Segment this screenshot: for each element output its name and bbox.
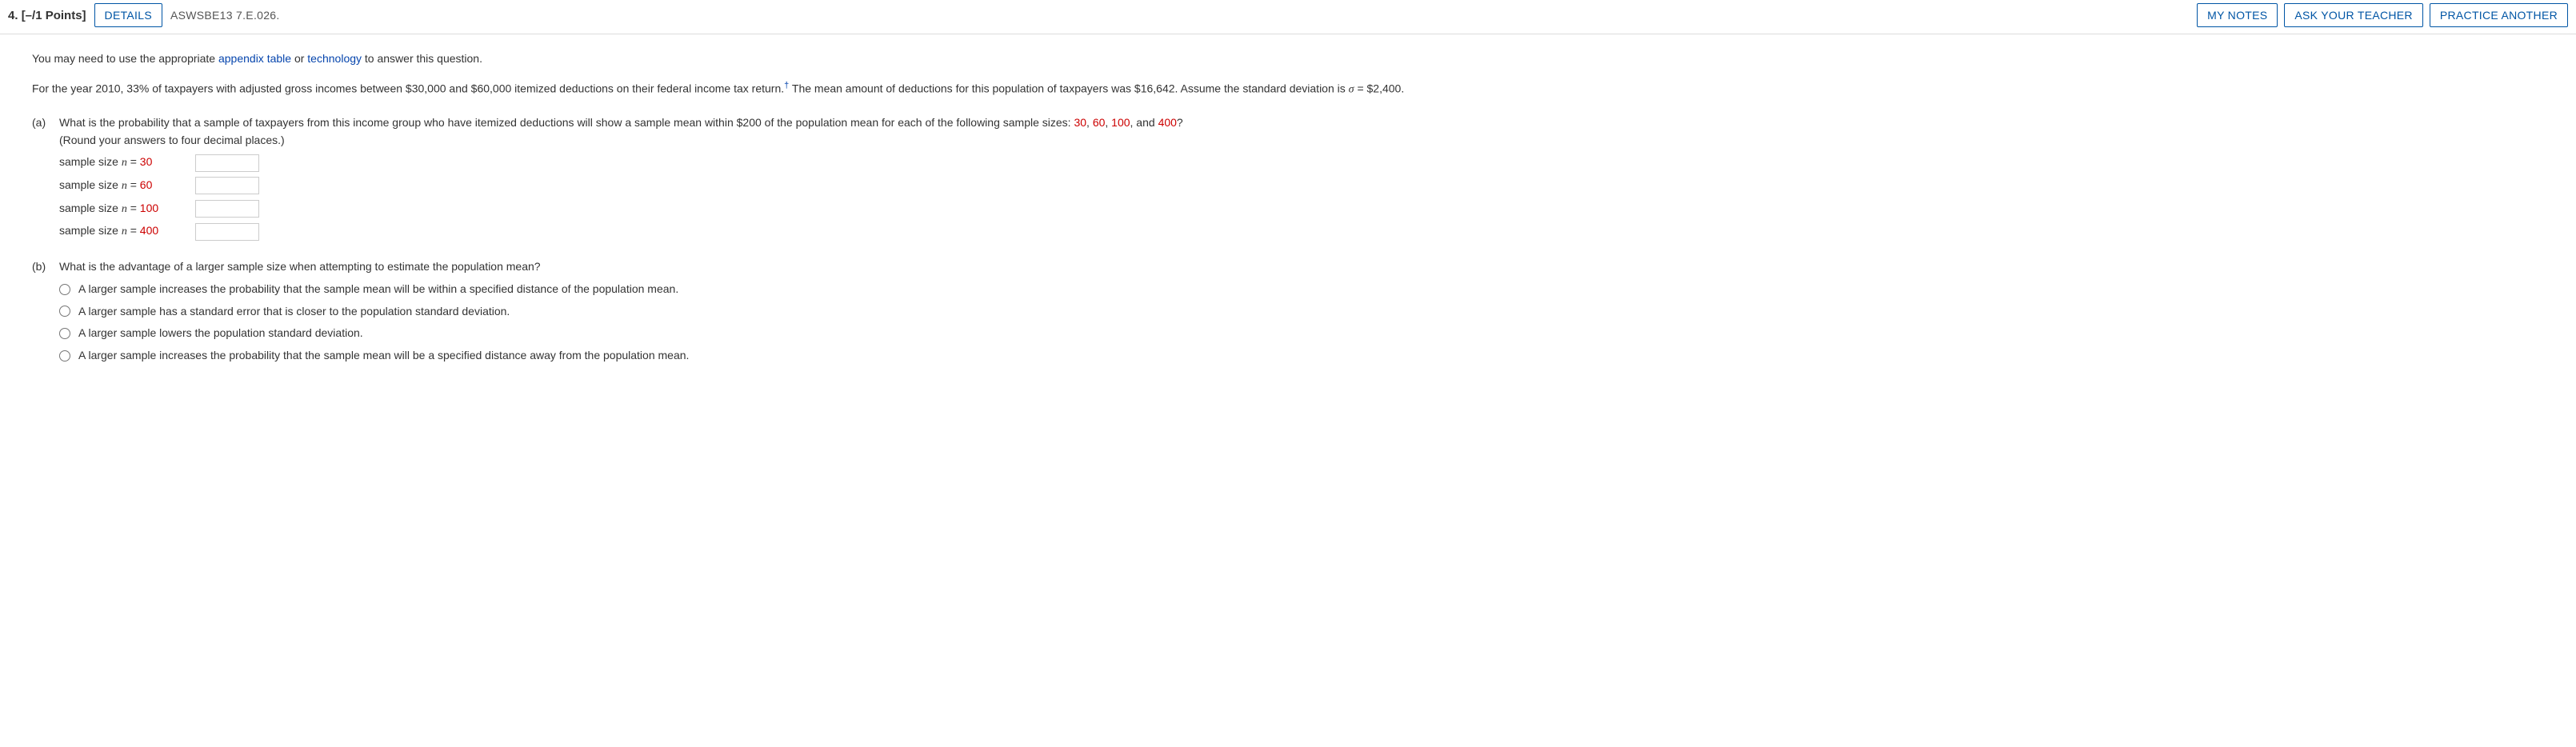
problem-line1a: For the year 2010, 33% of taxpayers with… xyxy=(32,82,784,94)
question-number: 4. [–/1 Points] xyxy=(8,9,86,22)
pa-round-note: (Round your answers to four decimal plac… xyxy=(59,134,285,146)
sample-size-label: sample size n = 30 xyxy=(59,154,187,172)
header-left: 4. [–/1 Points] DETAILS ASWSBE13 7.E.026… xyxy=(8,3,280,27)
radio-option-text: A larger sample increases the probabilit… xyxy=(78,347,689,365)
radio-option-1[interactable] xyxy=(59,284,70,295)
question-header: 4. [–/1 Points] DETAILS ASWSBE13 7.E.026… xyxy=(0,0,2576,34)
part-b: (b) What is the advantage of a larger sa… xyxy=(32,258,2552,364)
points-text: [–/1 Points] xyxy=(22,9,86,22)
pa-n60: 60 xyxy=(1093,116,1106,129)
appendix-table-link[interactable]: appendix table xyxy=(218,52,291,65)
radio-option-row: A larger sample increases the probabilit… xyxy=(59,347,2552,365)
technology-link[interactable]: technology xyxy=(307,52,362,65)
radio-option-row: A larger sample has a standard error tha… xyxy=(59,303,2552,321)
question-content: You may need to use the appropriate appe… xyxy=(0,34,2576,406)
pa-n30: 30 xyxy=(1074,116,1086,129)
problem-line1b: The mean amount of deductions for this p… xyxy=(789,82,1348,94)
sample-size-row: sample size n = 100 xyxy=(59,200,2552,218)
part-b-body: What is the advantage of a larger sample… xyxy=(59,258,2552,364)
pa-n400: 400 xyxy=(1158,116,1177,129)
answer-input-n100[interactable] xyxy=(195,200,259,218)
part-b-question: What is the advantage of a larger sample… xyxy=(59,258,2552,276)
part-a-label: (a) xyxy=(32,114,59,241)
sigma-symbol: σ xyxy=(1349,83,1354,95)
pa-n100: 100 xyxy=(1111,116,1130,129)
pa-c3: , and xyxy=(1130,116,1158,129)
answer-input-n60[interactable] xyxy=(195,177,259,194)
intro-mid: or xyxy=(291,52,307,65)
source-code: ASWSBE13 7.E.026. xyxy=(170,9,280,22)
radio-option-row: A larger sample increases the probabilit… xyxy=(59,281,2552,298)
radio-option-row: A larger sample lowers the population st… xyxy=(59,325,2552,342)
answer-input-n30[interactable] xyxy=(195,154,259,172)
intro-text: You may need to use the appropriate appe… xyxy=(32,50,2552,68)
pa-c2: , xyxy=(1105,116,1111,129)
part-a-body: What is the probability that a sample of… xyxy=(59,114,2552,241)
sample-size-row: sample size n = 400 xyxy=(59,222,2552,241)
radio-option-3[interactable] xyxy=(59,328,70,339)
qnum-text: 4. xyxy=(8,9,18,22)
details-button[interactable]: DETAILS xyxy=(94,3,162,27)
problem-line1c: = $2,400. xyxy=(1354,82,1405,94)
pa-prefix: What is the probability that a sample of… xyxy=(59,116,1074,129)
sample-size-label: sample size n = 60 xyxy=(59,177,187,195)
practice-another-button[interactable]: PRACTICE ANOTHER xyxy=(2430,3,2568,27)
intro-prefix: You may need to use the appropriate xyxy=(32,52,218,65)
radio-option-text: A larger sample has a standard error tha… xyxy=(78,303,510,321)
part-a: (a) What is the probability that a sampl… xyxy=(32,114,2552,241)
part-b-label: (b) xyxy=(32,258,59,364)
sample-size-row: sample size n = 30 xyxy=(59,154,2552,172)
answer-input-n400[interactable] xyxy=(195,223,259,241)
radio-option-4[interactable] xyxy=(59,350,70,362)
radio-option-2[interactable] xyxy=(59,306,70,317)
intro-suffix: to answer this question. xyxy=(362,52,482,65)
problem-statement: For the year 2010, 33% of taxpayers with… xyxy=(32,79,2552,98)
radio-option-text: A larger sample increases the probabilit… xyxy=(78,281,678,298)
radio-option-text: A larger sample lowers the population st… xyxy=(78,325,363,342)
pa-c1: , xyxy=(1086,116,1093,129)
pa-qmark: ? xyxy=(1177,116,1183,129)
header-right: MY NOTES ASK YOUR TEACHER PRACTICE ANOTH… xyxy=(2197,3,2568,27)
sample-size-label: sample size n = 400 xyxy=(59,222,187,241)
sample-size-label: sample size n = 100 xyxy=(59,200,187,218)
my-notes-button[interactable]: MY NOTES xyxy=(2197,3,2278,27)
ask-teacher-button[interactable]: ASK YOUR TEACHER xyxy=(2284,3,2422,27)
sample-size-row: sample size n = 60 xyxy=(59,177,2552,195)
part-a-question: What is the probability that a sample of… xyxy=(59,114,2552,149)
